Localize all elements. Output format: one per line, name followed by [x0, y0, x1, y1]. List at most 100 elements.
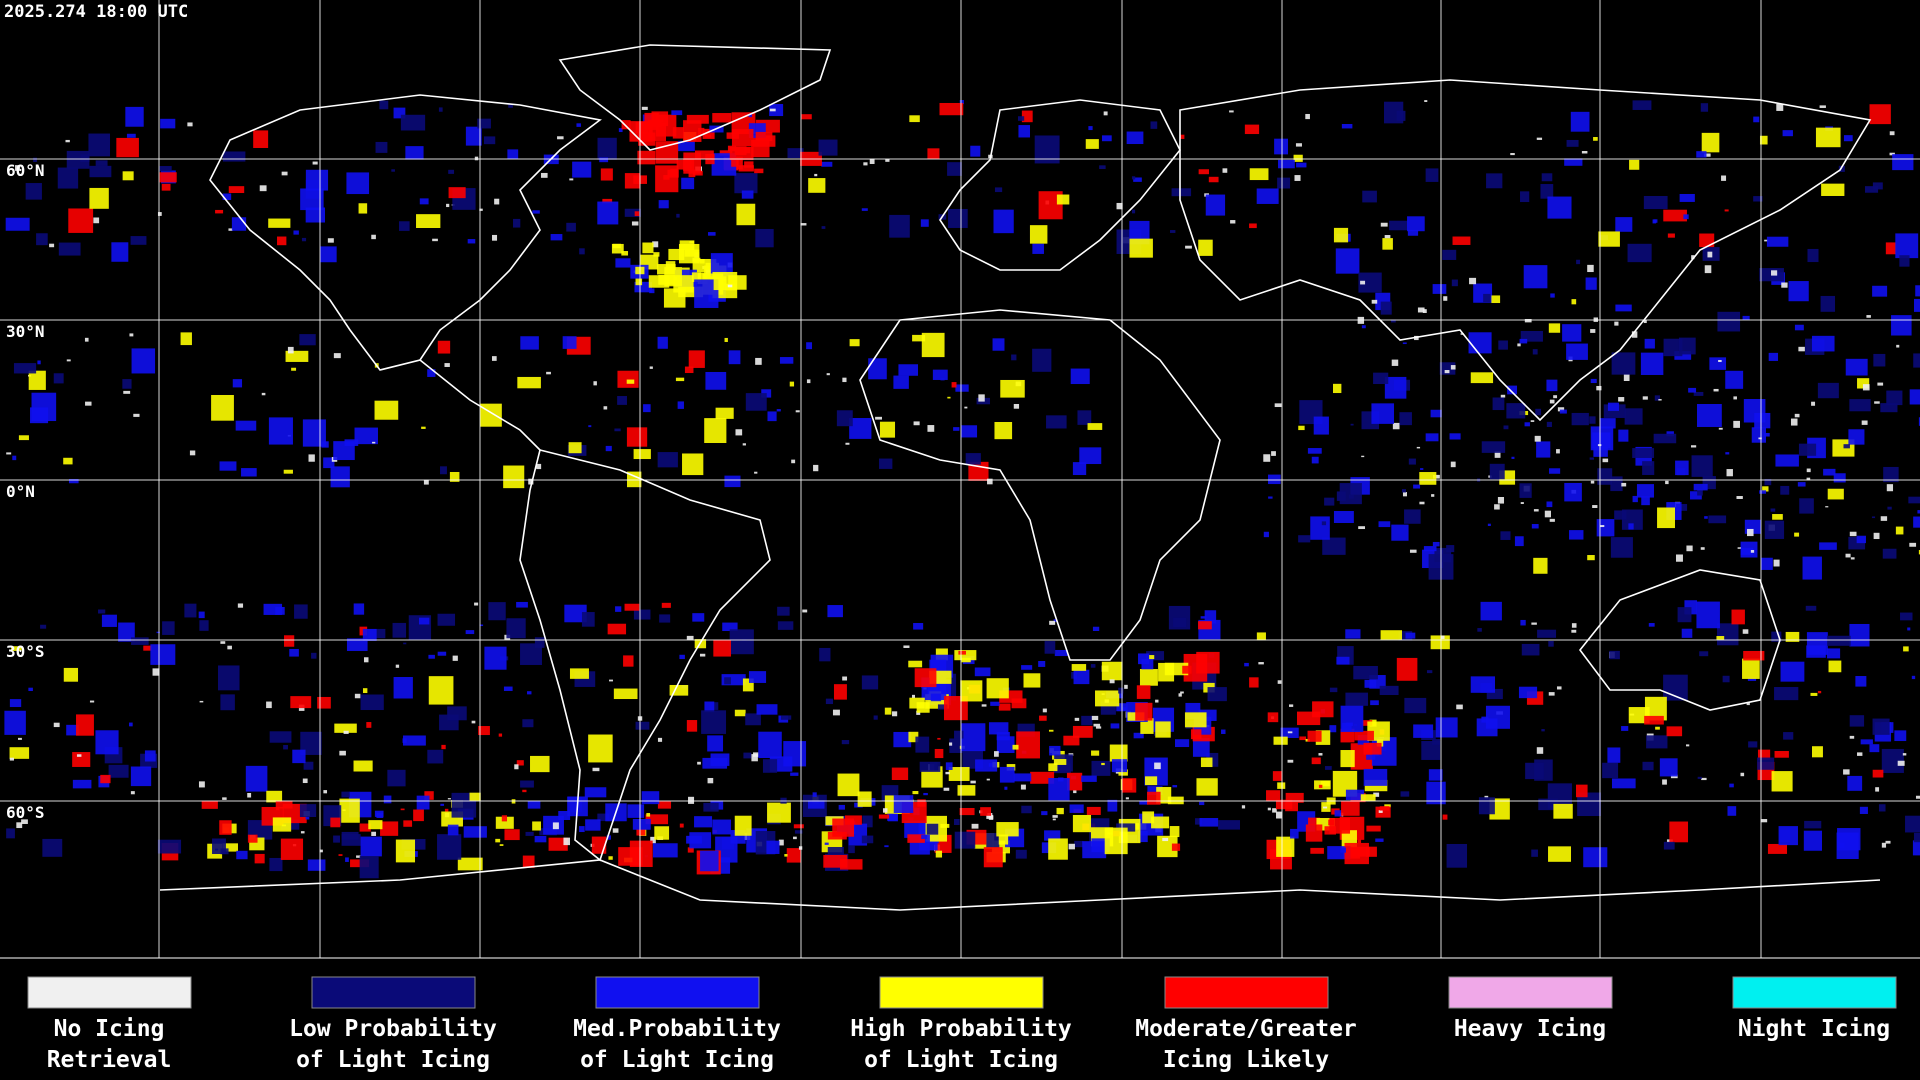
- icing-patch: [701, 710, 727, 734]
- icing-patch: [1546, 501, 1553, 508]
- icing-patch: [1743, 650, 1765, 661]
- icing-patch: [300, 188, 324, 211]
- icing-patch: [641, 106, 648, 110]
- icing-patch: [1384, 376, 1407, 399]
- icing-patch: [266, 701, 272, 709]
- icing-patch: [1111, 759, 1128, 773]
- icing-patch: [704, 134, 712, 138]
- icing-patch: [1104, 827, 1128, 855]
- icing-patch: [413, 809, 424, 822]
- icing-patch: [330, 466, 350, 488]
- icing-patch: [912, 791, 919, 795]
- icing-patch: [1133, 732, 1144, 739]
- icing-patch: [1770, 508, 1776, 512]
- icing-patch: [1384, 804, 1391, 808]
- icing-patch: [921, 332, 945, 358]
- icing-patch: [283, 745, 288, 750]
- icing-patch: [469, 792, 481, 801]
- legend-swatch: [1164, 976, 1329, 1009]
- icing-patch: [289, 648, 299, 657]
- icing-patch: [1843, 135, 1853, 142]
- icing-patch: [184, 603, 197, 618]
- icing-patch: [603, 406, 608, 410]
- icing-patch: [520, 643, 542, 665]
- icing-patch: [814, 173, 818, 177]
- icing-patch: [1669, 821, 1689, 843]
- icing-patch: [1101, 661, 1123, 681]
- icing-patch: [1696, 151, 1707, 158]
- icing-patch: [647, 119, 662, 128]
- icing-patch: [1764, 239, 1769, 242]
- icing-patch: [320, 246, 337, 263]
- icing-patch: [1030, 771, 1055, 784]
- icing-patch: [658, 200, 669, 209]
- icing-patch: [1618, 429, 1629, 442]
- icing-patch: [727, 284, 733, 288]
- icing-patch: [1345, 692, 1368, 706]
- icing-patch: [980, 807, 992, 816]
- icing-patch: [1592, 505, 1598, 508]
- icing-patch: [1190, 729, 1202, 740]
- icing-patch: [624, 208, 641, 217]
- icing-patch: [919, 761, 941, 772]
- icing-patch: [741, 190, 754, 199]
- icing-patch: [428, 676, 454, 705]
- icing-patch: [503, 686, 513, 691]
- icing-patch: [1169, 826, 1180, 838]
- icing-patch: [1632, 495, 1638, 503]
- icing-patch: [1046, 415, 1067, 429]
- icing-patch: [1653, 219, 1658, 223]
- icing-patch: [1525, 762, 1544, 780]
- icing-patch: [605, 445, 612, 452]
- icing-patch: [736, 203, 756, 226]
- icing-patch: [1357, 839, 1362, 844]
- icing-patch: [1581, 150, 1588, 154]
- icing-patch: [1310, 847, 1324, 854]
- icing-patch: [16, 822, 23, 829]
- icing-patch: [1122, 778, 1137, 793]
- icing-patch: [1642, 461, 1655, 475]
- icing-patch: [861, 835, 874, 844]
- icing-patch: [130, 791, 135, 795]
- icing-patch: [1129, 238, 1153, 258]
- icing-patch: [1750, 549, 1755, 553]
- icing-patch: [988, 722, 1009, 735]
- icing-patch: [912, 334, 926, 342]
- icing-patch: [677, 401, 684, 409]
- icing-patch: [731, 129, 754, 147]
- icing-patch: [1903, 646, 1909, 652]
- icing-patch: [504, 829, 520, 841]
- icing-patch: [686, 114, 709, 124]
- icing-patch: [550, 234, 563, 241]
- icing-patch: [1753, 116, 1760, 123]
- icing-patch: [1602, 458, 1609, 463]
- icing-patch: [1431, 494, 1435, 497]
- icing-patch: [1663, 841, 1675, 850]
- icing-patch: [618, 847, 643, 866]
- icing-patch: [1549, 518, 1555, 522]
- icing-patch: [961, 425, 978, 438]
- icing-patch: [1056, 807, 1064, 815]
- icing-patch: [1621, 482, 1627, 487]
- icing-patch: [1044, 830, 1061, 841]
- icing-patch: [1198, 239, 1213, 256]
- icing-patch: [1329, 687, 1338, 693]
- icing-patch: [1797, 482, 1806, 487]
- icing-patch: [308, 454, 315, 462]
- icing-patch: [1325, 766, 1332, 770]
- icing-patch: [1915, 795, 1920, 799]
- icing-patch: [534, 637, 545, 648]
- legend: No Icing Retrieval Low Probability of Light…: [27, 976, 1897, 1073]
- icing-patch: [1307, 730, 1322, 742]
- icing-patch: [1135, 702, 1153, 721]
- legend-label: Retrieval: [47, 1047, 172, 1073]
- icing-patch: [1147, 786, 1163, 796]
- icing-patch: [299, 804, 317, 818]
- icing-patch: [1015, 849, 1027, 859]
- icing-patch: [467, 239, 476, 244]
- icing-patch: [1004, 786, 1008, 790]
- icing-patch: [786, 848, 801, 863]
- icing-patch: [1534, 435, 1541, 442]
- icing-patch: [1819, 105, 1826, 108]
- icing-patch: [1790, 418, 1798, 426]
